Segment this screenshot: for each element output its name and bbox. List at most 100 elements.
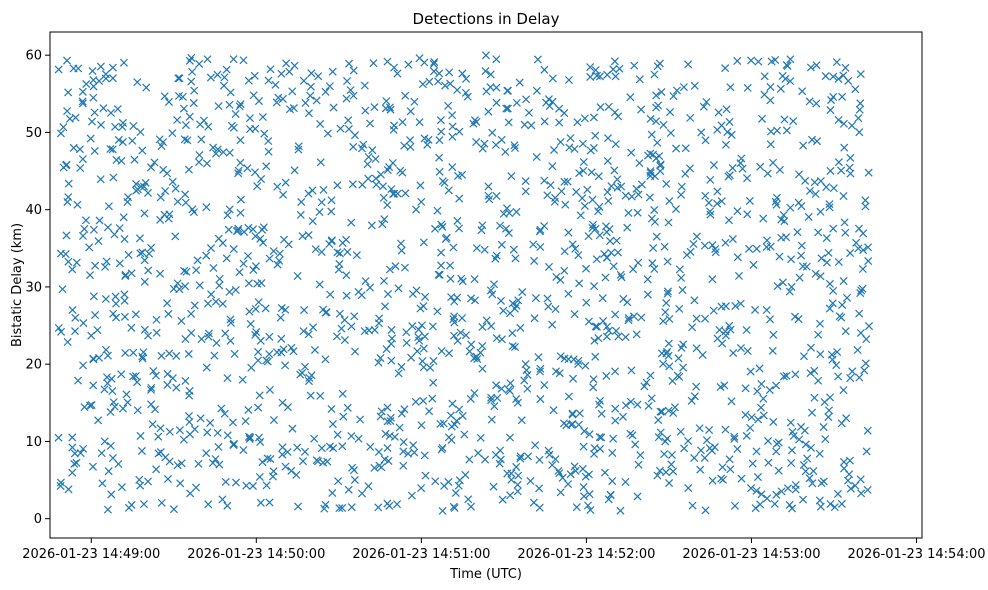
detection-point [501,147,510,156]
detection-point [349,91,358,100]
detection-point [757,114,767,123]
detection-point [669,467,678,476]
detection-point [202,203,211,212]
detection-point [412,286,421,295]
detection-point [453,336,462,345]
detection-point [251,232,260,241]
detection-point [128,136,137,145]
detection-point [839,192,848,201]
detection-point [420,332,429,341]
detection-point [321,87,330,96]
detection-point [370,463,379,472]
detection-point [177,316,186,325]
detection-point [554,466,563,475]
detection-point [229,440,238,449]
detection-point [431,224,440,233]
detection-point [857,286,866,295]
detection-point [347,218,356,227]
detection-point [117,483,126,492]
detection-point [787,458,796,468]
detection-point [640,382,649,391]
detection-point [214,102,223,111]
detection-point [79,444,88,453]
detection-point [611,310,620,319]
detection-point [506,491,515,500]
detection-point [657,407,667,416]
detection-point [163,299,172,308]
plot-frame [49,31,923,539]
detection-point [837,499,846,508]
detection-point [206,244,215,253]
detection-point [524,108,533,117]
detection-point [811,269,820,278]
detection-point [582,264,591,273]
detection-point [294,502,303,511]
detection-point [65,114,74,123]
detection-point [659,317,668,326]
detection-point [385,431,394,440]
detection-point [646,114,655,123]
x-tick-label: 2026-01-23 14:52:00 [517,547,655,562]
detection-point [197,335,206,344]
detection-point [579,166,588,175]
detection-point [289,104,298,113]
detection-point [817,254,826,263]
detection-point [591,131,600,140]
detection-point [747,56,756,65]
detection-point [154,449,163,458]
detection-point [531,294,540,303]
detection-point [594,172,603,181]
detection-point [366,442,375,451]
detection-point [192,266,201,275]
detection-point [568,240,577,249]
detection-point [685,164,695,173]
detection-point [115,259,124,268]
detection-point [293,271,302,281]
detection-point [677,343,686,352]
detection-point [759,411,768,420]
detection-point [560,266,569,275]
detection-point [299,76,308,85]
detection-point [560,247,569,256]
detection-point [246,319,255,328]
detection-point [141,178,150,187]
detection-point [692,232,701,241]
detection-point [692,382,701,391]
detection-point [377,407,386,416]
detection-point [626,397,635,406]
detection-point [652,154,661,163]
detection-point [704,198,713,207]
detection-point [386,105,395,114]
detection-point [131,371,140,381]
detection-point [173,197,182,206]
detection-point [656,428,665,437]
detection-point [366,119,375,128]
detection-point [428,322,437,331]
detection-point [504,118,513,127]
detection-point [172,383,181,392]
detection-point [96,62,105,71]
detection-point [576,211,585,220]
detection-point [778,278,787,287]
detection-point [146,163,156,172]
detection-point [604,326,613,335]
detection-point [455,194,464,203]
detection-point [832,58,841,67]
detection-point [151,371,160,380]
detection-point [213,428,222,437]
detection-point [136,481,145,490]
detection-point [655,59,664,68]
detection-point [540,176,549,185]
detection-point [316,391,325,400]
detection-point [606,237,615,246]
detection-point [458,69,467,78]
detection-point [478,221,487,230]
detection-point [108,74,117,83]
detection-point [855,105,864,114]
detection-point [815,319,825,328]
detection-point [777,215,786,224]
detection-point [612,326,621,335]
detection-point [574,356,583,365]
detection-point [251,305,260,314]
detection-point [825,304,834,313]
